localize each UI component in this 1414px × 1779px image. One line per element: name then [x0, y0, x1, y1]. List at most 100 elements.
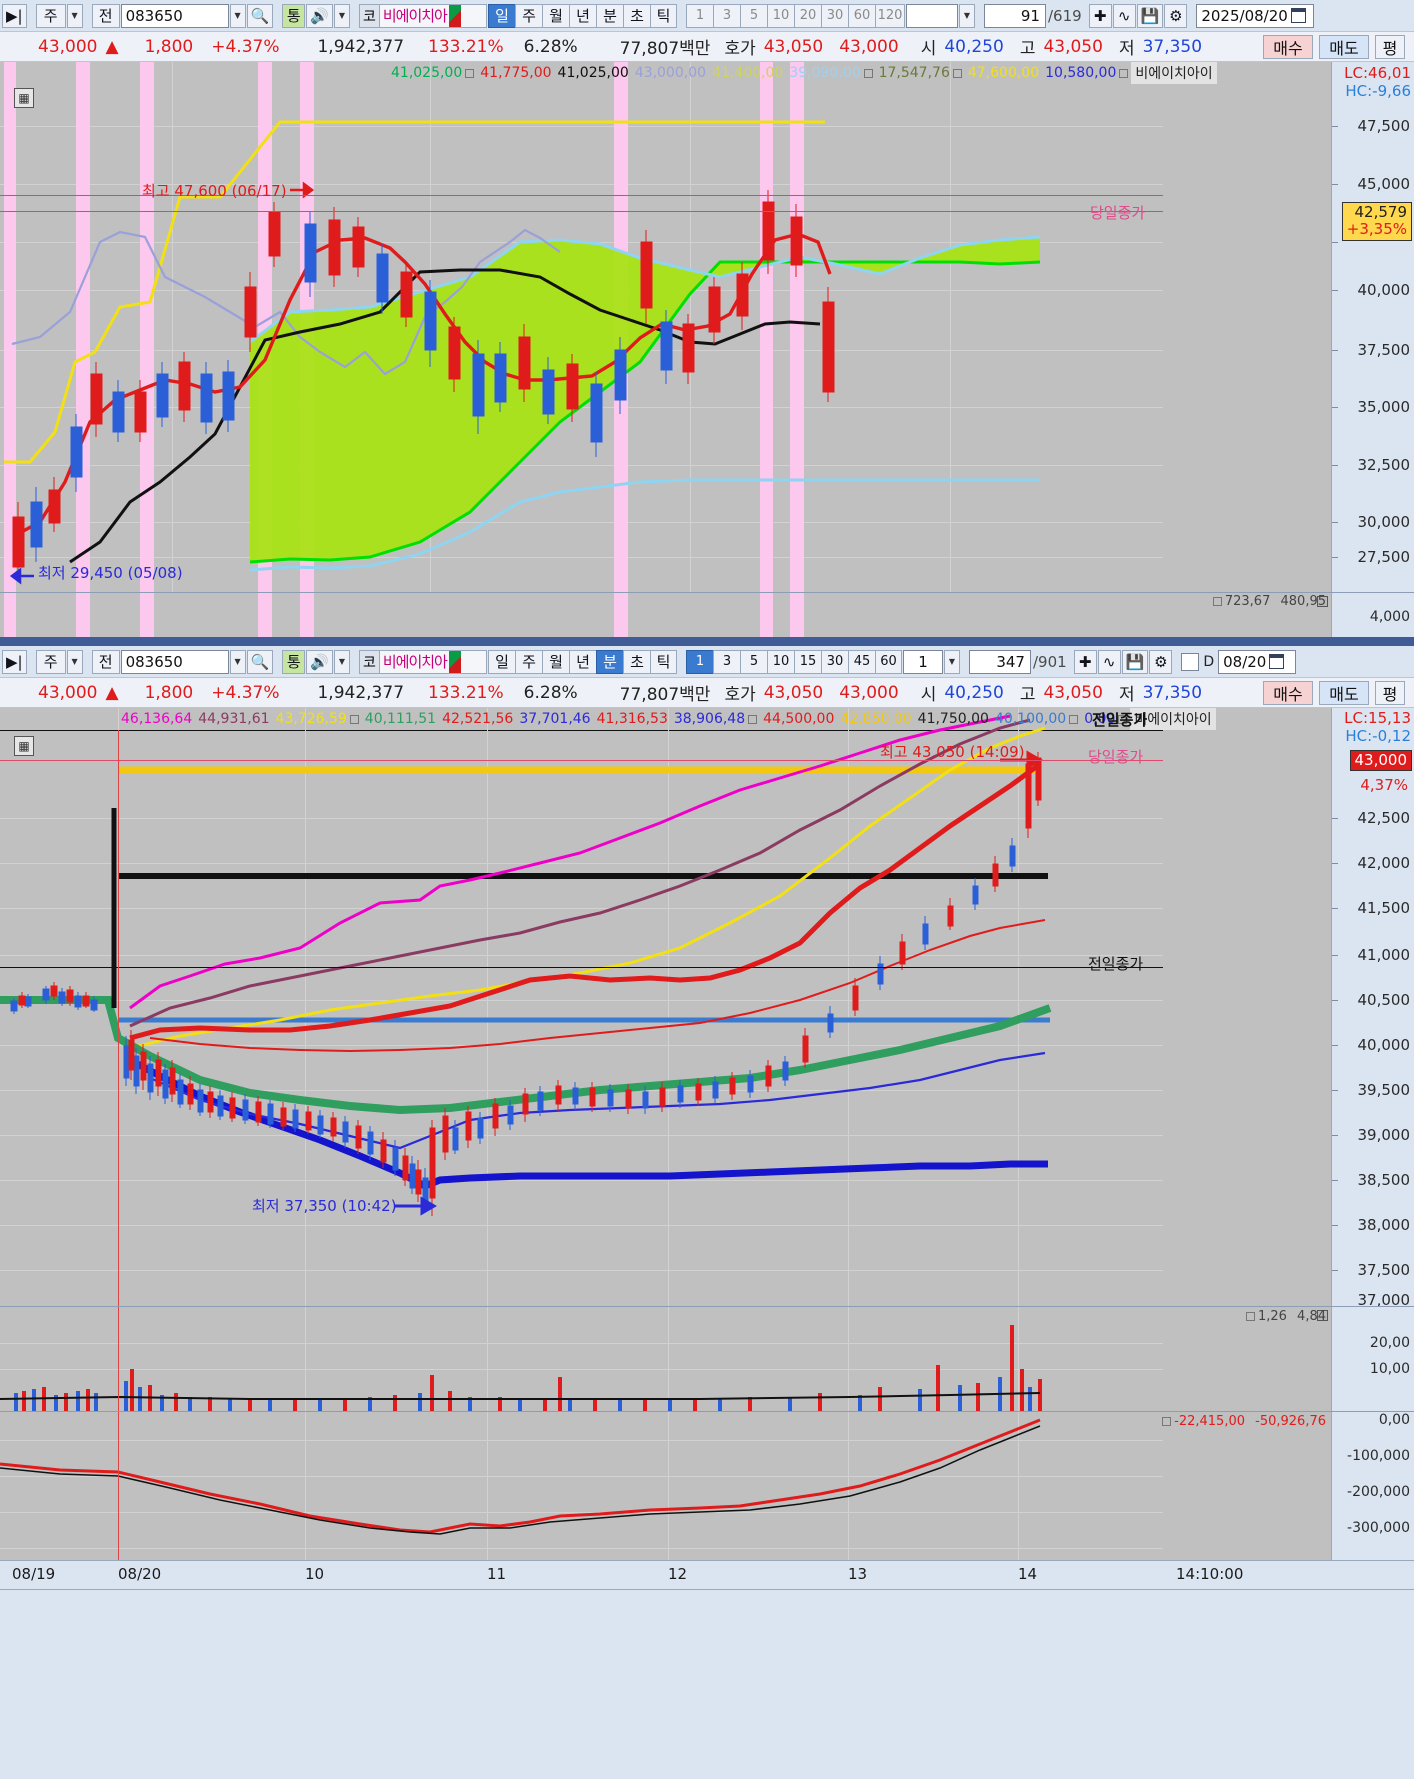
crosshair-icon[interactable]: ✚ [1073, 649, 1097, 674]
save-icon[interactable]: 💾 [1136, 3, 1164, 28]
chevron-down-icon[interactable]: ▼ [66, 3, 83, 28]
volume-panel[interactable]: 1,26 4,84 [0, 1306, 1414, 1411]
market-type-button[interactable]: 주 [35, 649, 66, 674]
intraday-chart-panel: ▶| 주 ▼ 전 083650 ▼ 🔍 통 🔊 ▼ 코 비에이치아 일 주 월 … [0, 646, 1414, 1616]
period-day[interactable]: 일 [487, 3, 515, 28]
cumulative-net-panel[interactable]: -22,415,00 -50,926,76 0,00 -100,000 -200… [0, 1411, 1414, 1560]
calendar-icon[interactable] [1290, 8, 1306, 23]
zigzag-icon[interactable]: ∿ [1112, 3, 1136, 28]
interval-30[interactable]: 30 [820, 3, 848, 28]
interval-60[interactable]: 60 [874, 649, 902, 674]
panel-divider[interactable] [0, 637, 1414, 646]
grid-toggle-icon[interactable]: ▦ [14, 736, 34, 756]
chevron-down-icon[interactable]: ▼ [943, 649, 960, 674]
market-tag: 코 [359, 650, 380, 673]
market-tag: 코 [359, 4, 380, 27]
volume-axis-tick: 10,00 [1369, 1361, 1410, 1377]
period-month[interactable]: 월 [541, 3, 569, 28]
sub-panel-close-icon[interactable] [1317, 596, 1328, 607]
period-year[interactable]: 년 [568, 3, 596, 28]
bar-count-input[interactable]: 91 [983, 3, 1046, 28]
bar-count-total: /619 [1047, 6, 1082, 25]
zigzag-icon[interactable]: ∿ [1097, 649, 1121, 674]
chevron-down-icon[interactable]: ▼ [229, 3, 246, 28]
intraday-price-axis[interactable]: LC:15,13 HC:-0,12 42,500 42,000 41,500 4… [1331, 708, 1414, 1306]
interval-30[interactable]: 30 [820, 649, 848, 674]
date-input[interactable]: 08/20 [1218, 649, 1297, 674]
interval-1[interactable]: 1 [685, 649, 713, 674]
interval-1[interactable]: 1 [685, 3, 713, 28]
daily-price-tag-pct: +3,35% [1346, 220, 1407, 239]
period-week[interactable]: 주 [514, 3, 542, 28]
prev-button[interactable]: 전 [91, 3, 120, 28]
period-tick[interactable]: 틱 [649, 3, 677, 28]
panel-toggle-icon[interactable]: ▶| [2, 649, 27, 674]
stock-code-input[interactable]: 083650 [120, 649, 229, 674]
buy-button[interactable]: 매수 [1263, 680, 1313, 705]
interval-3[interactable]: 3 [712, 649, 740, 674]
grid-toggle-icon[interactable]: ▦ [14, 88, 34, 108]
bar-count-total: /901 [1032, 652, 1067, 671]
chevron-down-icon[interactable]: ▼ [333, 649, 350, 674]
stock-name-box[interactable]: 코 비에이치아 [358, 649, 487, 674]
crosshair-icon[interactable]: ✚ [1088, 3, 1112, 28]
period-second[interactable]: 초 [622, 3, 650, 28]
interval-10[interactable]: 10 [766, 3, 794, 28]
period-day[interactable]: 일 [487, 649, 515, 674]
daily-chart-area[interactable]: 41,025,00 41,775,00 41,025,00 43,000,00 … [0, 62, 1414, 592]
interval-custom-input[interactable]: 1 [902, 649, 943, 674]
save-icon[interactable]: 💾 [1121, 649, 1149, 674]
comm-button[interactable]: 통 [282, 649, 306, 674]
stock-name-box[interactable]: 코 비에이치아 [358, 3, 487, 28]
period-second[interactable]: 초 [622, 649, 650, 674]
lower-axis-tick: -300,000 [1347, 1520, 1410, 1536]
eval-button[interactable]: 평 [1375, 680, 1405, 705]
interval-3[interactable]: 3 [712, 3, 740, 28]
interval-5[interactable]: 5 [739, 649, 767, 674]
volume-panel-close-icon[interactable] [1317, 1310, 1328, 1321]
sell-button[interactable]: 매도 [1319, 34, 1369, 59]
day-checkbox[interactable] [1181, 652, 1200, 671]
period-minute[interactable]: 분 [595, 3, 623, 28]
interval-10[interactable]: 10 [766, 649, 794, 674]
intraday-chart-area[interactable]: 46,136,64 44,931,61 43,726,59 40,111,51 … [0, 708, 1414, 1306]
eval-button[interactable]: 평 [1375, 34, 1405, 59]
gear-icon[interactable]: ⚙ [1164, 3, 1188, 28]
comm-button[interactable]: 통 [282, 3, 306, 28]
search-icon[interactable]: 🔍 [246, 3, 274, 28]
date-input[interactable]: 2025/08/20 [1196, 3, 1315, 28]
interval-15[interactable]: 15 [793, 649, 821, 674]
period-group: 일 주 월 년 분 초 틱 [487, 649, 677, 674]
panel-toggle-icon[interactable]: ▶| [2, 3, 27, 28]
period-year[interactable]: 년 [568, 649, 596, 674]
speaker-icon[interactable]: 🔊 [306, 3, 333, 28]
gear-icon[interactable]: ⚙ [1149, 649, 1173, 674]
buy-button[interactable]: 매수 [1263, 34, 1313, 59]
stock-code-input[interactable]: 083650 [120, 3, 229, 28]
period-minute[interactable]: 분 [595, 649, 623, 674]
interval-20[interactable]: 20 [793, 3, 821, 28]
chevron-down-icon[interactable]: ▼ [958, 3, 975, 28]
search-icon[interactable]: 🔍 [246, 649, 274, 674]
chevron-down-icon[interactable]: ▼ [229, 649, 246, 674]
daily-price-axis[interactable]: LC:46,01 HC:-9,66 47,500 45,000 40,000 3… [1331, 62, 1414, 592]
period-week[interactable]: 주 [514, 649, 542, 674]
interval-120[interactable]: 120 [874, 3, 905, 28]
sell-button[interactable]: 매도 [1319, 680, 1369, 705]
chevron-down-icon[interactable]: ▼ [66, 649, 83, 674]
interval-60[interactable]: 60 [847, 3, 875, 28]
bar-count-input[interactable]: 347 [968, 649, 1031, 674]
stock-name-label: 비에이치아 [382, 653, 448, 671]
speaker-icon[interactable]: 🔊 [306, 649, 333, 674]
period-month[interactable]: 월 [541, 649, 569, 674]
calendar-icon[interactable] [1269, 654, 1285, 669]
axis-tick: 39,000 [1357, 1126, 1411, 1144]
daily-sub-panel[interactable]: 723,67 480,95 4,000 [0, 592, 1414, 637]
chevron-down-icon[interactable]: ▼ [333, 3, 350, 28]
interval-custom-input[interactable] [905, 3, 958, 28]
period-tick[interactable]: 틱 [649, 649, 677, 674]
interval-45[interactable]: 45 [847, 649, 875, 674]
market-type-button[interactable]: 주 [35, 3, 66, 28]
prev-button[interactable]: 전 [91, 649, 120, 674]
interval-5[interactable]: 5 [739, 3, 767, 28]
